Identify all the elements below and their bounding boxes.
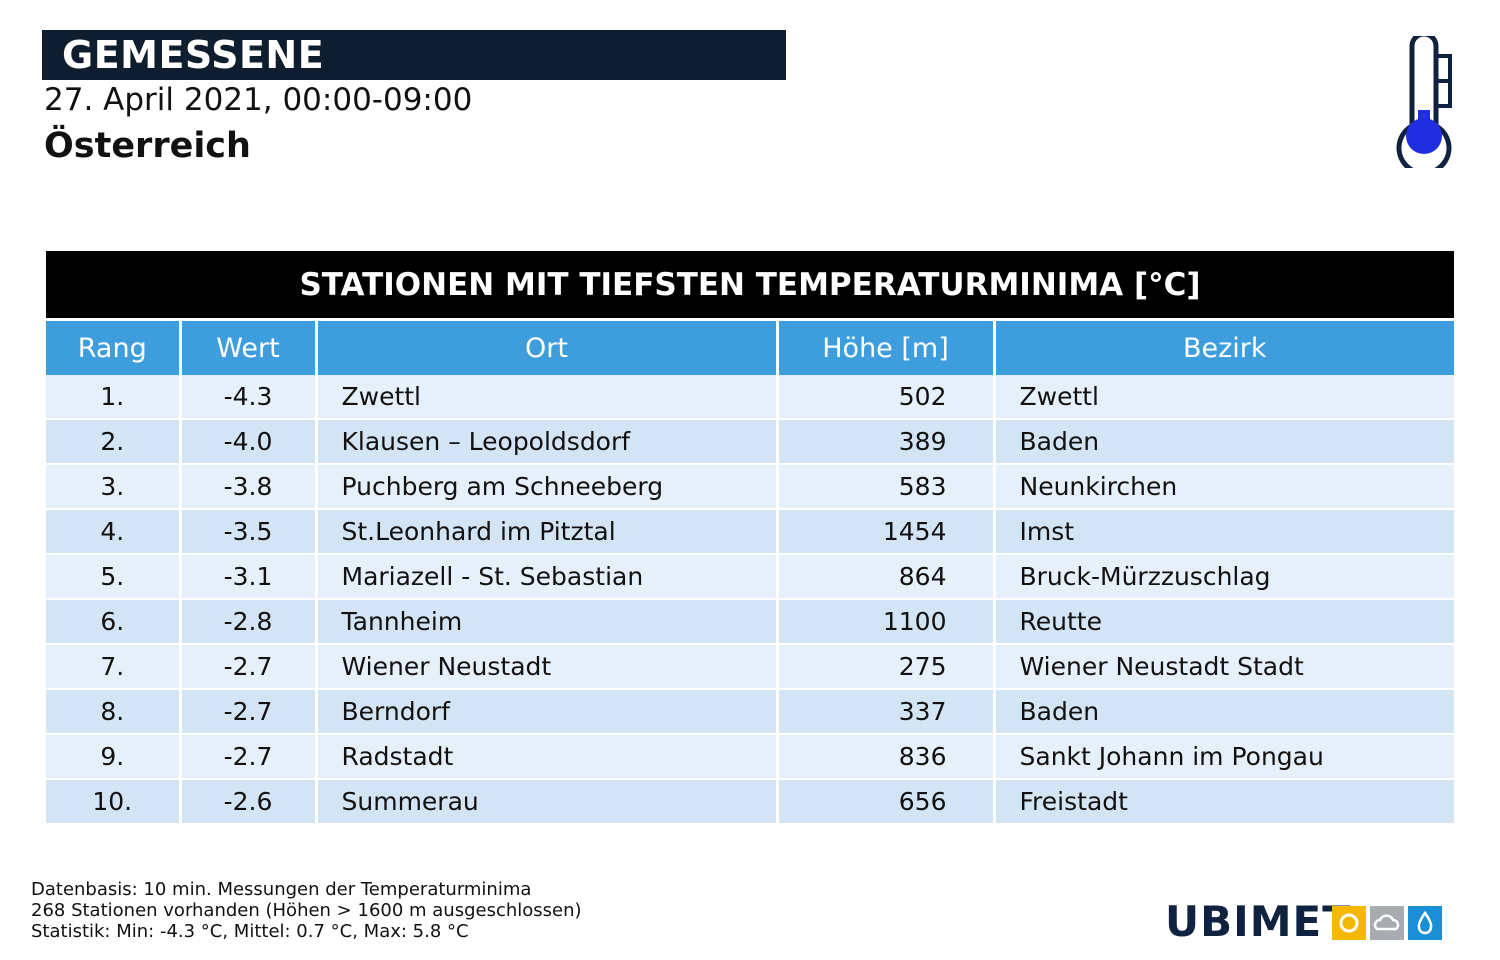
table-row: 1. -4.3 Zwettl 502 Zwettl [46, 375, 1455, 420]
table-cell: 1454 [777, 509, 996, 555]
page-title: GEMESSENE TEMPERATURMINIMA [42, 30, 786, 127]
table-row: 6. -2.8 Tannheim 1100 Reutte [46, 599, 1455, 645]
table-cell: -2.7 [180, 644, 318, 690]
column-header-row: Rang Wert Ort Höhe [m] Bezirk [46, 319, 1455, 375]
table-cell: Klausen – Leopoldsdorf [316, 419, 779, 465]
table-cell: 3. [46, 464, 182, 510]
table-cell: Zwettl [316, 375, 779, 420]
table-cell: 6. [46, 599, 182, 645]
table-cell: 1. [46, 375, 182, 420]
column-header: Ort [316, 319, 779, 375]
table-cell: Imst [994, 509, 1455, 555]
table-cell: Reutte [994, 599, 1455, 645]
table-cell: Baden [994, 419, 1455, 465]
table-cell: Sankt Johann im Pongau [994, 734, 1455, 780]
table-cell: Neunkirchen [994, 464, 1455, 510]
table-cell: 656 [777, 779, 996, 825]
table-row: 9. -2.7 Radstadt 836 Sankt Johann im Pongau [46, 734, 1455, 780]
table-cell: Berndorf [316, 689, 779, 735]
thermometer-icon [1396, 36, 1452, 168]
table-row: 2. -4.0 Klausen – Leopoldsdorf 389 Baden [46, 419, 1455, 465]
logo: UBIMET [1165, 897, 1352, 946]
footer-note: Statistik: Min: -4.3 °C, Mittel: 0.7 °C,… [31, 921, 469, 942]
table-cell: -4.0 [180, 419, 318, 465]
logo-icons [1332, 906, 1442, 940]
table-cell: Freistadt [994, 779, 1455, 825]
column-header: Wert [180, 319, 318, 375]
table-cell: 864 [777, 554, 996, 600]
table-row: 7. -2.7 Wiener Neustadt 275 Wiener Neustadt … [46, 644, 1455, 690]
table-cell: 2. [46, 419, 182, 465]
table-row: 10. -2.6 Summerau 656 Freistadt [46, 779, 1455, 825]
table-cell: Wiener Neustadt Stadt [994, 644, 1455, 690]
table-cell: -2.6 [180, 779, 318, 825]
table-cell: -2.7 [180, 689, 318, 735]
table-cell: St.Leonhard im Pitztal [316, 509, 779, 555]
table-cell: -2.7 [180, 734, 318, 780]
table-cell: -4.3 [180, 375, 318, 420]
table-cell: -3.8 [180, 464, 318, 510]
ranking-table: STATIONEN MIT TIEFSTEN TEMPERATURMINIMA … [46, 251, 1455, 825]
table-cell: 583 [777, 464, 996, 510]
table-row: 3. -3.8 Puchberg am Schneeberg 583 Neunkirch… [46, 464, 1455, 510]
footer-notes: Datenbasis: 10 min. Messungen der Temper… [31, 879, 582, 942]
table-cell: 836 [777, 734, 996, 780]
table-cell: 7. [46, 644, 182, 690]
table-row: 8. -2.7 Berndorf 337 Baden [46, 689, 1455, 735]
date: 27. April 2021, 00:00-09:00 [44, 82, 473, 118]
table-cell: 9. [46, 734, 182, 780]
table-cell: 337 [777, 689, 996, 735]
table-cell: 8. [46, 689, 182, 735]
table-cell: Baden [994, 689, 1455, 735]
table-title: STATIONEN MIT TIEFSTEN TEMPERATURMINIMA … [46, 251, 1455, 321]
table-cell: 275 [777, 644, 996, 690]
table-row: 5. -3.1 Mariazell - St. Sebastian 864 Bruck-… [46, 554, 1455, 600]
table-cell: 502 [777, 375, 996, 420]
table-cell: 10. [46, 779, 182, 825]
table-cell: -3.1 [180, 554, 318, 600]
table-cell: -3.5 [180, 509, 318, 555]
table-cell: Tannheim [316, 599, 779, 645]
footer-note: Datenbasis: 10 min. Messungen der Temper… [31, 879, 532, 900]
table-cell: Mariazell - St. Sebastian [316, 554, 779, 600]
table-cell: Wiener Neustadt [316, 644, 779, 690]
column-header: Bezirk [994, 319, 1455, 375]
table-cell: Puchberg am Schneeberg [316, 464, 779, 510]
table-cell: 1100 [777, 599, 996, 645]
region: Österreich [44, 126, 251, 166]
column-header: Rang [46, 319, 182, 375]
table-cell: 389 [777, 419, 996, 465]
table-cell: Bruck-Mürzzuschlag [994, 554, 1455, 600]
table-cell: 5. [46, 554, 182, 600]
footer-note: 268 Stationen vorhanden (Höhen > 1600 m … [31, 900, 582, 921]
table-cell: Radstadt [316, 734, 779, 780]
table-cell: Summerau [316, 779, 779, 825]
table-row: 4. -3.5 St.Leonhard im Pitztal 1454 Imst [46, 509, 1455, 555]
table-cell: 4. [46, 509, 182, 555]
table-cell: -2.8 [180, 599, 318, 645]
table-cell: Zwettl [994, 375, 1455, 420]
column-header: Höhe [m] [777, 319, 996, 375]
